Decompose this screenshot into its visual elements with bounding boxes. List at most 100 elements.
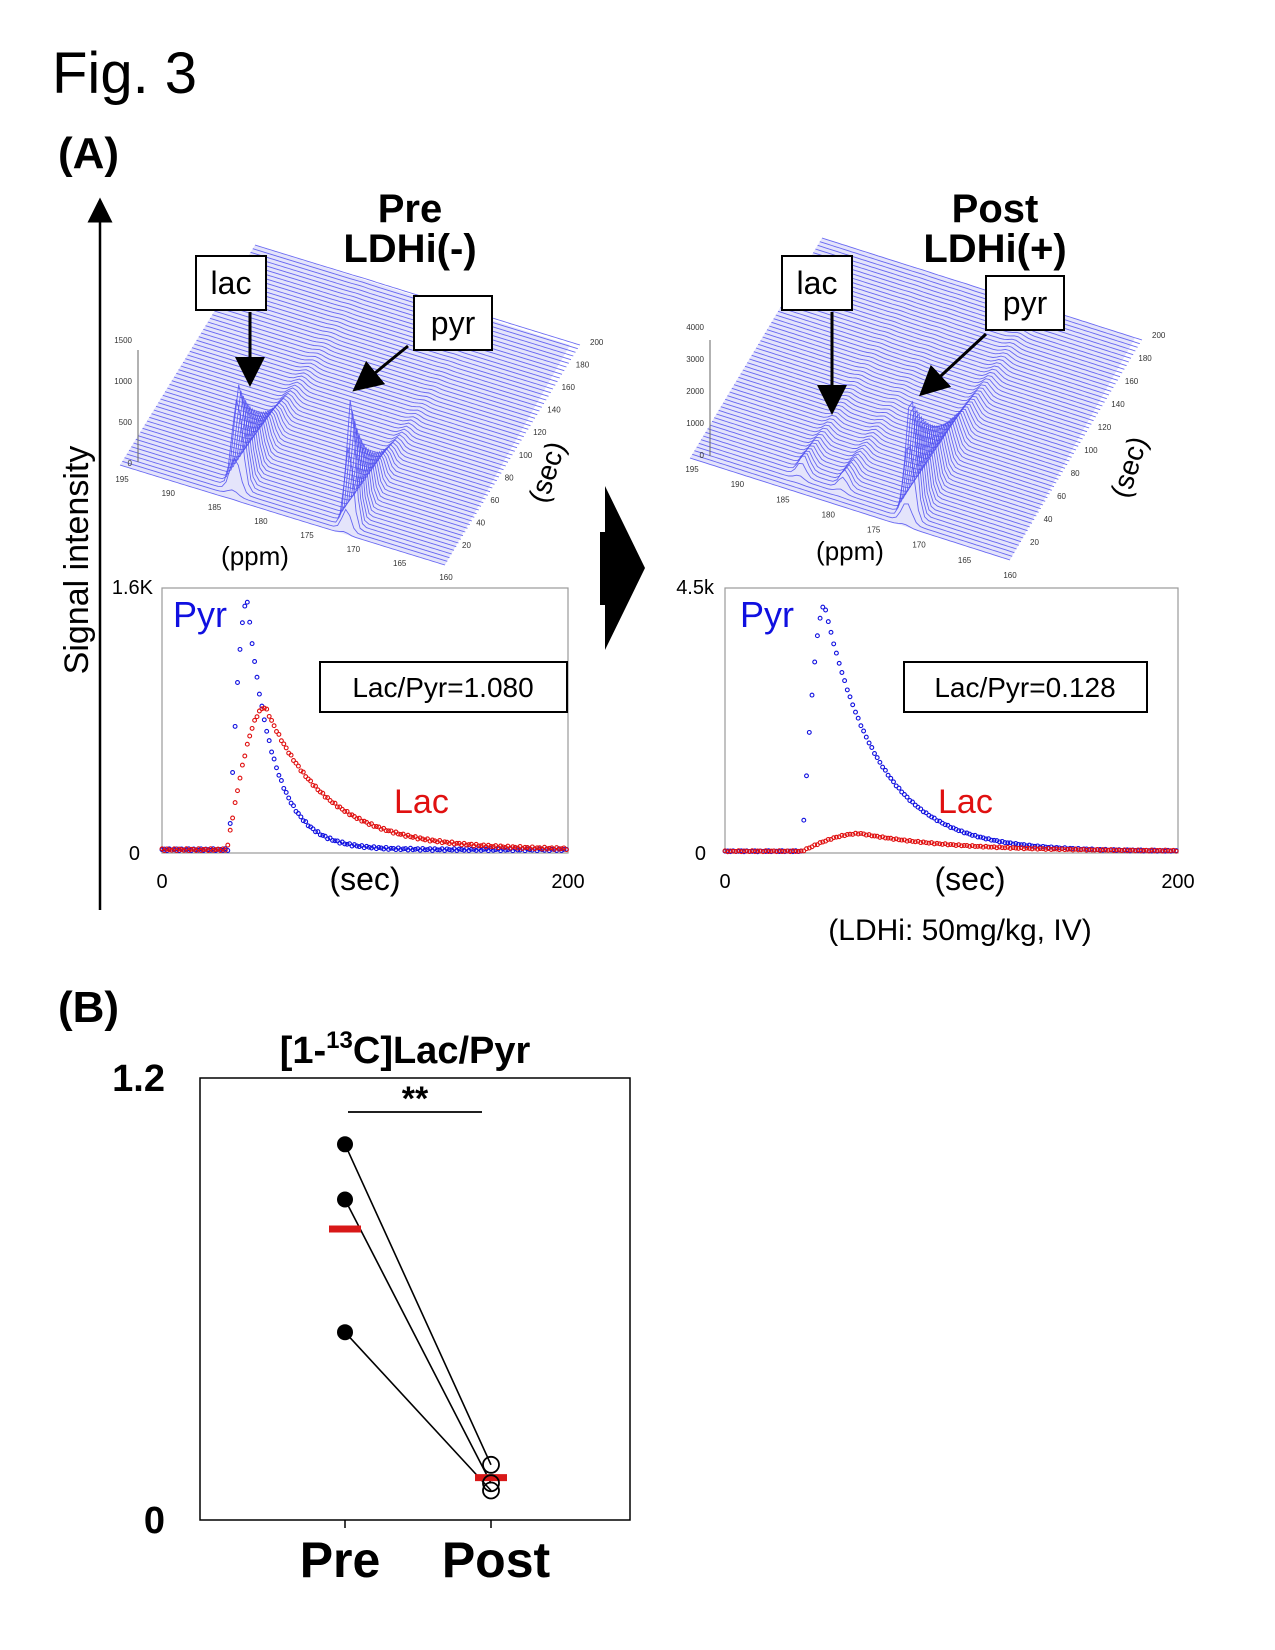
data-point-pyr [969,832,975,838]
data-point-lac [1124,848,1130,854]
pre-title-line1: Pre [378,187,443,231]
surface-trace [230,284,556,386]
data-point-lac [510,844,516,850]
data-point-pyr [839,670,845,675]
data-point-lac [757,848,763,854]
data-point-pyr [877,759,883,765]
surface-trace [218,303,545,405]
data-point-pyr [842,678,848,684]
data-point-lac [322,794,328,800]
data-point-lac [1010,845,1016,851]
data-point-pyr [295,811,301,816]
data-point-lac [366,822,372,827]
surface-trace [158,402,484,504]
data-point-lac [313,783,318,789]
ratio-title-prefix: [1- [280,1030,326,1072]
post-z-ticks: 4000 3000 2000 1000 0 [686,323,704,460]
pre-data-point [337,1136,353,1153]
data-point-lac [356,815,362,821]
data-point-pyr [315,829,321,835]
data-point-lac [934,840,940,846]
data-point-lac [1165,848,1171,854]
surface-trace [736,380,1057,484]
data-point-lac [166,847,172,853]
surface-trace [122,460,448,562]
data-point-pyr [354,843,360,849]
surface-trace [703,413,1024,539]
surface-trace [146,410,473,522]
post-ppm-tick-label: 175 [867,526,881,535]
data-point-pyr [373,846,379,852]
data-point-lac [1013,845,1019,851]
data-point-pyr [303,819,309,825]
data-point-lac [1154,848,1160,853]
data-point-lac [1040,846,1046,852]
surface-trace [234,277,560,379]
surface-trace [738,376,1059,480]
post-ppm-tick-label: 190 [731,480,745,489]
data-point-pyr [948,825,954,830]
ratio-y-top-tick: 1.2 [112,1058,165,1100]
pre-z-tick-label: 1000 [114,377,132,386]
pre-lac-box [195,255,267,311]
pre-data-point [337,1191,353,1208]
data-point-lac [1141,847,1147,853]
data-point-lac [752,849,758,855]
surface-trace [720,406,1041,510]
data-point-lac [727,848,733,854]
post-lac-series [722,830,1179,855]
data-point-lac [918,840,924,846]
data-point-lac [1094,847,1100,852]
data-point-lac [863,832,869,838]
post-ppm-tick-label: 195 [685,465,699,474]
post-sec-label: (sec) [1105,433,1154,502]
surface-trace [167,387,493,489]
surface-trace [162,394,488,496]
data-point-lac [1157,847,1163,853]
data-point-pyr [249,641,255,647]
post-data-point [482,1455,500,1474]
data-point-lac [953,843,959,848]
data-point-pyr [232,723,238,729]
pre-surface-mesh [119,244,581,566]
data-point-lac [176,846,182,852]
data-point-lac [804,846,809,852]
data-point-pyr [412,846,418,852]
data-point-pyr [904,794,910,800]
surface-trace [128,384,455,551]
data-point-pyr [305,823,311,829]
data-point-pyr [899,789,905,795]
data-point-lac [768,848,774,854]
data-point-pyr [923,810,929,816]
data-point-lac [733,849,739,854]
data-point-lac [1135,847,1141,853]
ratio-x-label-post: Post [442,1532,551,1588]
pre-y-top-tick: 1.6K [112,577,154,599]
data-point-lac [1062,847,1068,853]
post-plot-frame [724,587,1179,854]
data-point-lac [1162,847,1168,853]
data-point-lac [532,846,538,852]
paired-line [344,1331,492,1492]
data-point-pyr [276,772,282,778]
data-point-pyr [901,792,907,797]
data-point-lac [1173,848,1179,854]
data-point-lac [972,844,978,849]
data-point-pyr [882,767,888,773]
data-point-lac [1168,848,1174,854]
data-point-lac [1111,848,1117,854]
data-point-pyr [325,836,331,842]
data-point-lac [464,842,469,848]
post-ppm-tick-label: 180 [822,510,836,519]
data-point-pyr [855,715,861,721]
post-pyr-arrow [919,332,988,397]
data-point-lac [361,818,367,824]
data-point-lac [931,841,937,847]
pre-ppm-tick-label: 170 [347,545,361,554]
data-point-lac [847,831,853,837]
surface-trace [810,255,1132,359]
surface-floor [690,238,1135,560]
data-point-lac [991,844,997,850]
data-point-pyr [261,717,267,723]
